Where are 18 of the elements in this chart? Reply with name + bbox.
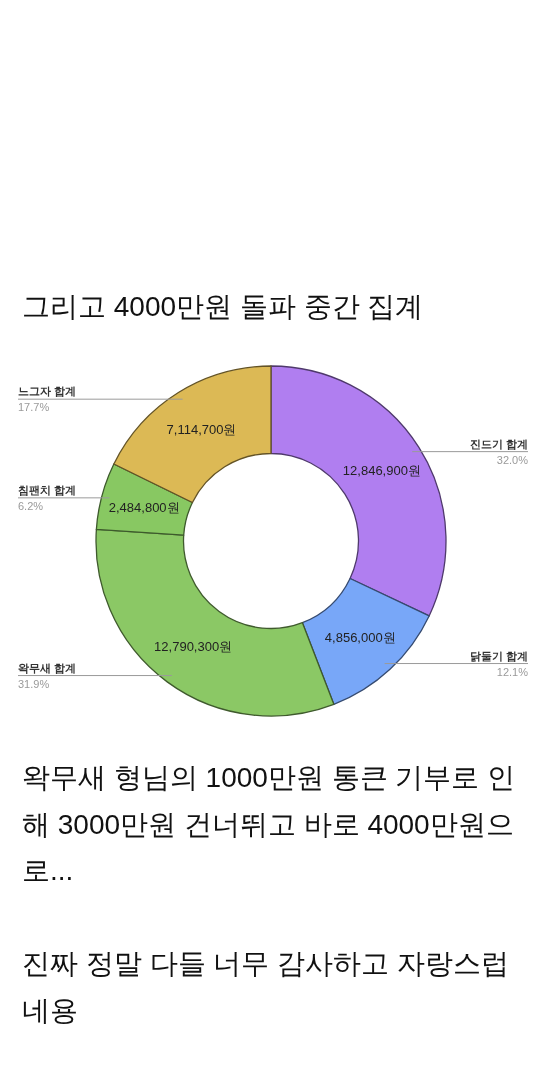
text: 32.0% xyxy=(496,453,528,466)
slice-label: 진드기 합계 xyxy=(469,437,528,450)
text: 12.1% xyxy=(496,665,528,678)
slice-label: 느그자 합계 xyxy=(18,385,77,398)
chart-title: 그리고 4000만원 돌파 중간 집계 xyxy=(22,291,424,323)
data-label: 4,856,000원 xyxy=(324,629,396,645)
slice-label: 닭둘기 합계 xyxy=(469,649,528,662)
text: 왁무새 형님의 1000만원 통큰 기부로 인해 3000만원 건너뛰고 바로 4000만원으로... xyxy=(22,761,517,888)
data-label: 7,114,700원 xyxy=(166,422,237,438)
slice-label: 왁무새 합계 xyxy=(18,661,77,674)
data-label: 12,846,900원 xyxy=(342,463,421,479)
text: 6.2% xyxy=(18,499,44,512)
data-label: 2,484,800원 xyxy=(108,499,180,515)
slice-label: 침팬치 합계 xyxy=(18,483,77,496)
text: 17.7% xyxy=(18,401,50,414)
data-label: 12,790,300원 xyxy=(154,639,233,655)
text: 31.9% xyxy=(18,677,50,690)
text: 진짜 정말 다들 너무 감사하고 자랑스럽네용 xyxy=(22,947,510,1028)
